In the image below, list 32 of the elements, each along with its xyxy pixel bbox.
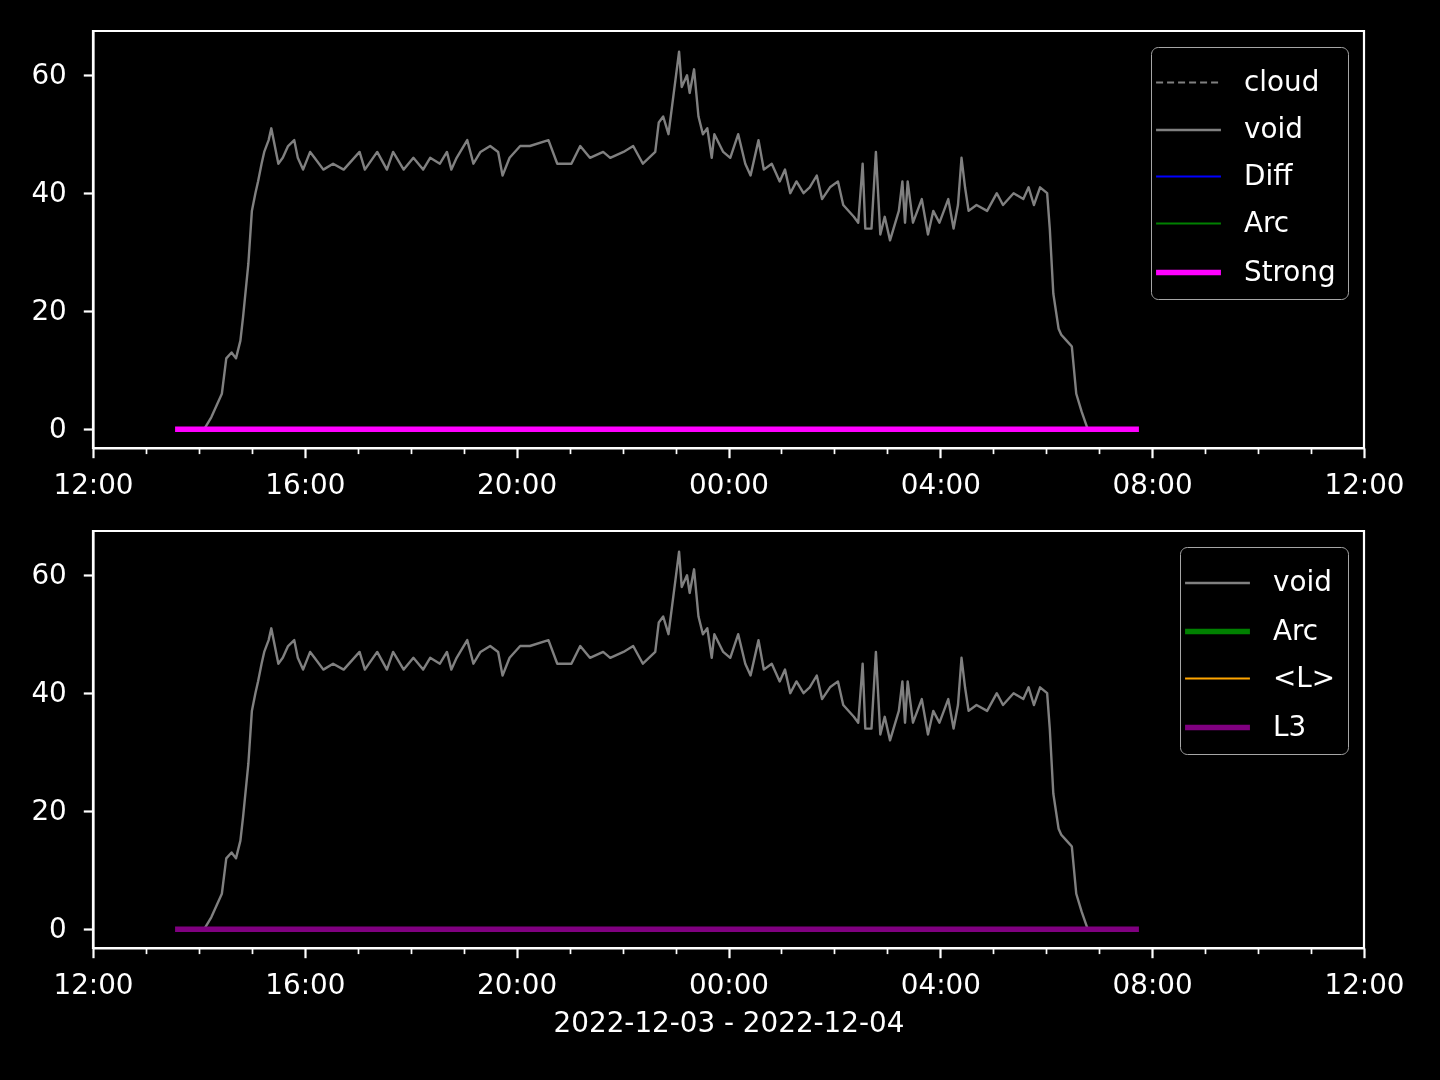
legend-label: L3	[1273, 709, 1307, 743]
legend-label: <L>	[1273, 660, 1336, 694]
x-tick-label: 04:00	[900, 468, 981, 502]
y-tick-label: 60	[31, 557, 67, 591]
y-tick-label: 40	[31, 675, 67, 709]
y-tick-label: 40	[31, 175, 67, 209]
y-tick-label: 0	[49, 411, 67, 445]
x-tick-label: 00:00	[688, 468, 770, 502]
legend-label: void	[1273, 565, 1332, 598]
legend-label: void	[1244, 112, 1303, 145]
x-tick-label: 08:00	[1112, 968, 1193, 1002]
x-tick-label: 12:00	[1324, 468, 1405, 502]
legend-label: Arc	[1244, 205, 1290, 239]
x-tick-label: 12:00	[53, 468, 134, 502]
x-tick-label: 20:00	[477, 968, 558, 1002]
y-tick-label: 0	[49, 911, 67, 945]
y-tick-label: 60	[31, 57, 67, 91]
x-tick-label: 12:00	[53, 968, 134, 1002]
legend-label: Diff	[1244, 158, 1294, 192]
x-tick-label: 16:00	[265, 468, 346, 502]
x-tick-label: 00:00	[688, 968, 770, 1002]
legend-label: cloud	[1244, 64, 1320, 98]
x-tick-label: 08:00	[1112, 468, 1193, 502]
x-tick-label: 12:00	[1324, 968, 1405, 1002]
y-tick-label: 20	[31, 293, 67, 327]
x-tick-label: 04:00	[900, 968, 981, 1002]
y-tick-label: 20	[31, 793, 67, 827]
x-tick-label: 20:00	[477, 468, 558, 502]
x-axis-title: 2022-12-03 - 2022-12-04	[553, 1006, 905, 1039]
x-tick-label: 16:00	[265, 968, 346, 1002]
legend-label: Strong	[1244, 254, 1336, 288]
legend-label: Arc	[1273, 613, 1319, 647]
